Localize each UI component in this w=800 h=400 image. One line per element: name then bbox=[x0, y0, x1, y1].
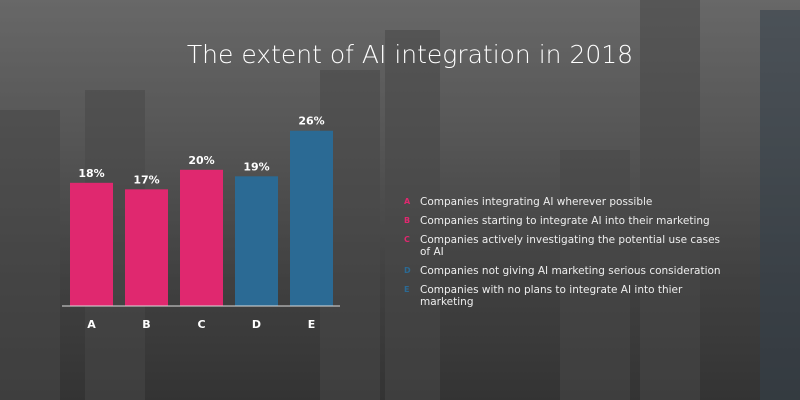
x-tick-label: E bbox=[308, 318, 316, 331]
data-label: 20% bbox=[188, 154, 214, 167]
legend-item: D Companies not giving AI marketing serio… bbox=[404, 265, 724, 277]
bar-C bbox=[180, 169, 223, 306]
legend-label: Companies actively investigating the pot… bbox=[420, 234, 720, 258]
legend-item: B Companies starting to integrate AI into… bbox=[404, 215, 724, 227]
data-label: 17% bbox=[133, 173, 159, 186]
legend-item: E Companies with no plans to integrate AI… bbox=[404, 284, 724, 308]
bar-E bbox=[290, 130, 333, 306]
data-label: 18% bbox=[78, 167, 104, 180]
x-tick-label: D bbox=[252, 318, 261, 331]
x-tick-label: C bbox=[197, 318, 205, 331]
data-label: 19% bbox=[243, 160, 269, 173]
legend: A Companies integrating AI wherever possi… bbox=[404, 196, 724, 315]
legend-label: Companies not giving AI marketing seriou… bbox=[420, 265, 721, 277]
x-tick-label: A bbox=[87, 318, 96, 331]
legend-key: B bbox=[404, 216, 411, 225]
legend-label: Companies starting to integrate AI into … bbox=[420, 215, 710, 227]
legend-label: Companies integrating AI wherever possib… bbox=[420, 196, 653, 208]
legend-item: C Companies actively investigating the po… bbox=[404, 234, 724, 258]
legend-key: A bbox=[404, 197, 411, 206]
x-tick-label: B bbox=[142, 318, 150, 331]
legend-key: D bbox=[404, 266, 411, 275]
bar-D bbox=[235, 176, 278, 306]
legend-key: E bbox=[404, 285, 410, 294]
legend-key: C bbox=[404, 235, 410, 244]
data-label: 26% bbox=[298, 115, 324, 128]
chart-title: The extent of AI integration in 2018 bbox=[186, 40, 634, 69]
legend-label: Companies with no plans to integrate AI … bbox=[420, 284, 683, 308]
bar-B bbox=[125, 189, 168, 306]
legend-item: A Companies integrating AI wherever possi… bbox=[404, 196, 724, 208]
bar-A bbox=[70, 182, 113, 306]
